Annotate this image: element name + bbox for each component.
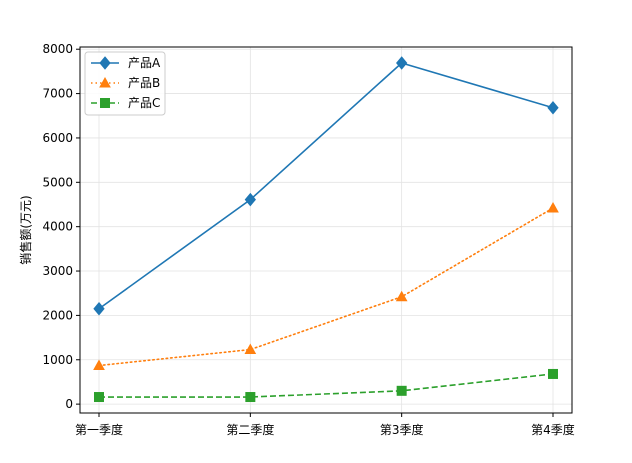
data-point [396,385,407,396]
y-tick-label: 3000 [42,264,73,278]
legend-marker [99,56,111,70]
x-tick-label: 第4季度 [531,422,575,437]
series-2 [93,202,559,371]
data-point [93,301,105,316]
legend-item: 产品C [91,96,160,110]
series-3 [94,368,558,403]
data-point [244,192,256,207]
data-point [93,359,105,371]
legend-label: 产品B [128,76,160,90]
data-point [244,343,257,355]
y-tick-label: 6000 [42,131,73,145]
data-point [395,290,408,302]
series-line [98,62,554,310]
y-tick-label: 5000 [42,175,73,189]
y-tick-label: 7000 [42,87,73,101]
series-layer [93,56,559,403]
data-point [396,56,408,70]
legend-item: 产品B [91,76,160,90]
data-point [547,202,559,213]
series-line [99,373,554,398]
y-axis-label: 销售额(万元) [18,195,33,264]
y-tick-label: 4000 [42,220,73,234]
data-point [548,368,558,379]
x-tick-label: 第一季度 [75,422,123,437]
y-tick-label: 1000 [42,353,73,367]
axes: 0 1000 2000 3000 4000 5000 6000 7000 8000 第一季度 第二季… [42,42,574,437]
data-point [547,100,559,115]
series-line [98,207,554,367]
legend-marker [100,98,110,108]
legend: 产品A 产品B 产品C [84,51,166,116]
x-tick-label: 第3季度 [380,422,424,437]
legend-marker [99,76,111,88]
grid [80,47,572,413]
plot-frame [79,46,573,414]
y-tick-label: 8000 [42,42,73,56]
data-point [245,392,256,403]
legend-label: 产品C [128,96,160,110]
y-tick-label: 0 [65,397,73,411]
data-point [94,392,104,403]
legend-label: 产品A [128,56,161,70]
series-1 [93,56,559,316]
y-tick-label: 2000 [42,308,73,322]
legend-item: 产品A [91,56,161,70]
x-tick-label: 第二季度 [226,422,274,437]
